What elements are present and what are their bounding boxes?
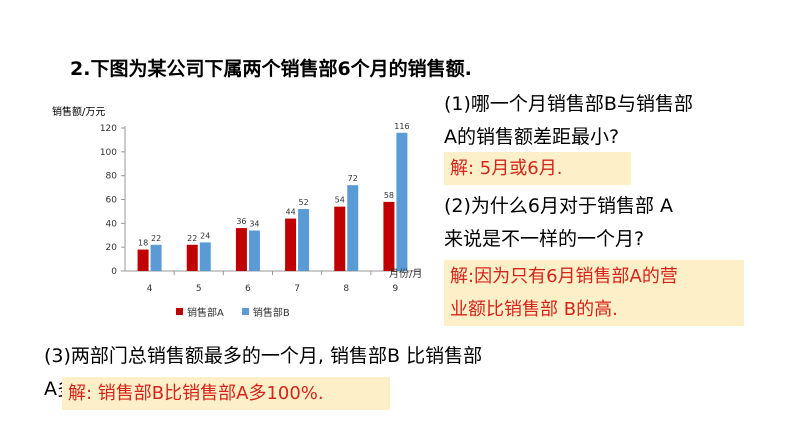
data-label: 22 bbox=[187, 234, 197, 243]
y-tick-label: 100 bbox=[100, 148, 117, 158]
bar-b-5 bbox=[199, 242, 211, 271]
y-tick-label: 80 bbox=[106, 172, 118, 182]
x-axis-label: 月份/月 bbox=[389, 269, 423, 280]
bar-b-6 bbox=[248, 230, 260, 271]
question-1: (1)哪一个月销售部B与销售部 A的销售额差距最小? bbox=[444, 88, 693, 154]
bar-a-9 bbox=[383, 201, 395, 271]
data-label: 54 bbox=[335, 196, 345, 205]
data-label: 44 bbox=[285, 208, 295, 217]
data-label: 72 bbox=[348, 174, 358, 183]
answer-2-line-1: 解:因为只有6月销售部A的营 bbox=[450, 266, 678, 287]
question-3-line-1: (3)两部门总销售额最多的一个月, 销售部B 比销售部 bbox=[44, 345, 483, 367]
y-axis-label: 销售额/万元 bbox=[52, 107, 106, 118]
data-label: 18 bbox=[138, 239, 148, 248]
bar-a-5 bbox=[186, 244, 198, 271]
y-tick-label: 120 bbox=[100, 124, 117, 134]
x-tick-label: 6 bbox=[245, 284, 251, 294]
answer-1-text: 解: 5月或6月. bbox=[450, 158, 563, 179]
y-tick-label: 40 bbox=[106, 219, 118, 229]
data-label: 34 bbox=[249, 219, 259, 228]
data-label: 22 bbox=[151, 234, 161, 243]
bar-a-6 bbox=[235, 228, 247, 271]
data-label: 116 bbox=[394, 122, 409, 131]
y-tick-label: 0 bbox=[111, 267, 117, 277]
question-1-line-1: (1)哪一个月销售部B与销售部 bbox=[444, 93, 693, 115]
answer-3: 解: 销售部B比销售部A多100%. bbox=[62, 377, 390, 410]
bar-b-8 bbox=[347, 185, 359, 271]
x-tick-label: 5 bbox=[196, 284, 202, 294]
chart-legend: 销售部A 销售部B bbox=[176, 304, 290, 319]
answer-3-text: 解: 销售部B比销售部A多100%. bbox=[68, 383, 324, 404]
legend-item-a: 销售部A bbox=[176, 304, 224, 319]
bar-a-4 bbox=[137, 249, 149, 271]
x-tick-label: 7 bbox=[294, 284, 300, 294]
x-tick-label: 4 bbox=[147, 284, 153, 294]
question-2: (2)为什么6月对于销售部 A 来说是不一样的一个月? bbox=[444, 190, 673, 256]
data-label: 52 bbox=[298, 198, 308, 207]
legend-label-a: 销售部A bbox=[187, 308, 224, 319]
question-1-line-2: A的销售额差距最小? bbox=[444, 126, 620, 148]
data-label: 24 bbox=[200, 231, 210, 240]
legend-swatch-b bbox=[241, 308, 249, 315]
bar-b-7 bbox=[298, 209, 310, 271]
bar-a-8 bbox=[334, 206, 346, 271]
answer-1: 解: 5月或6月. bbox=[444, 152, 631, 185]
legend-swatch-a bbox=[176, 308, 183, 315]
legend-item-b: 销售部B bbox=[241, 304, 290, 319]
answer-2: 解:因为只有6月销售部A的营 业额比销售部 B的高. bbox=[444, 260, 744, 326]
legend-label-b: 销售部B bbox=[252, 308, 290, 319]
question-2-line-2: 来说是不一样的一个月? bbox=[444, 228, 645, 250]
question-title: 2.下图为某公司下属两个销售部6个月的销售额. bbox=[70, 58, 472, 80]
bar-b-4 bbox=[150, 244, 162, 271]
x-tick-label: 8 bbox=[343, 284, 349, 294]
answer-2-line-2: 业额比销售部 B的高. bbox=[450, 299, 618, 320]
y-tick-label: 60 bbox=[106, 196, 118, 206]
question-2-line-1: (2)为什么6月对于销售部 A bbox=[444, 195, 674, 217]
data-label: 58 bbox=[384, 191, 394, 200]
data-label: 36 bbox=[236, 217, 246, 226]
bar-a-7 bbox=[285, 218, 297, 271]
y-tick-label: 20 bbox=[106, 243, 118, 253]
x-tick-label: 9 bbox=[393, 284, 399, 294]
bar-b-9 bbox=[396, 132, 408, 271]
